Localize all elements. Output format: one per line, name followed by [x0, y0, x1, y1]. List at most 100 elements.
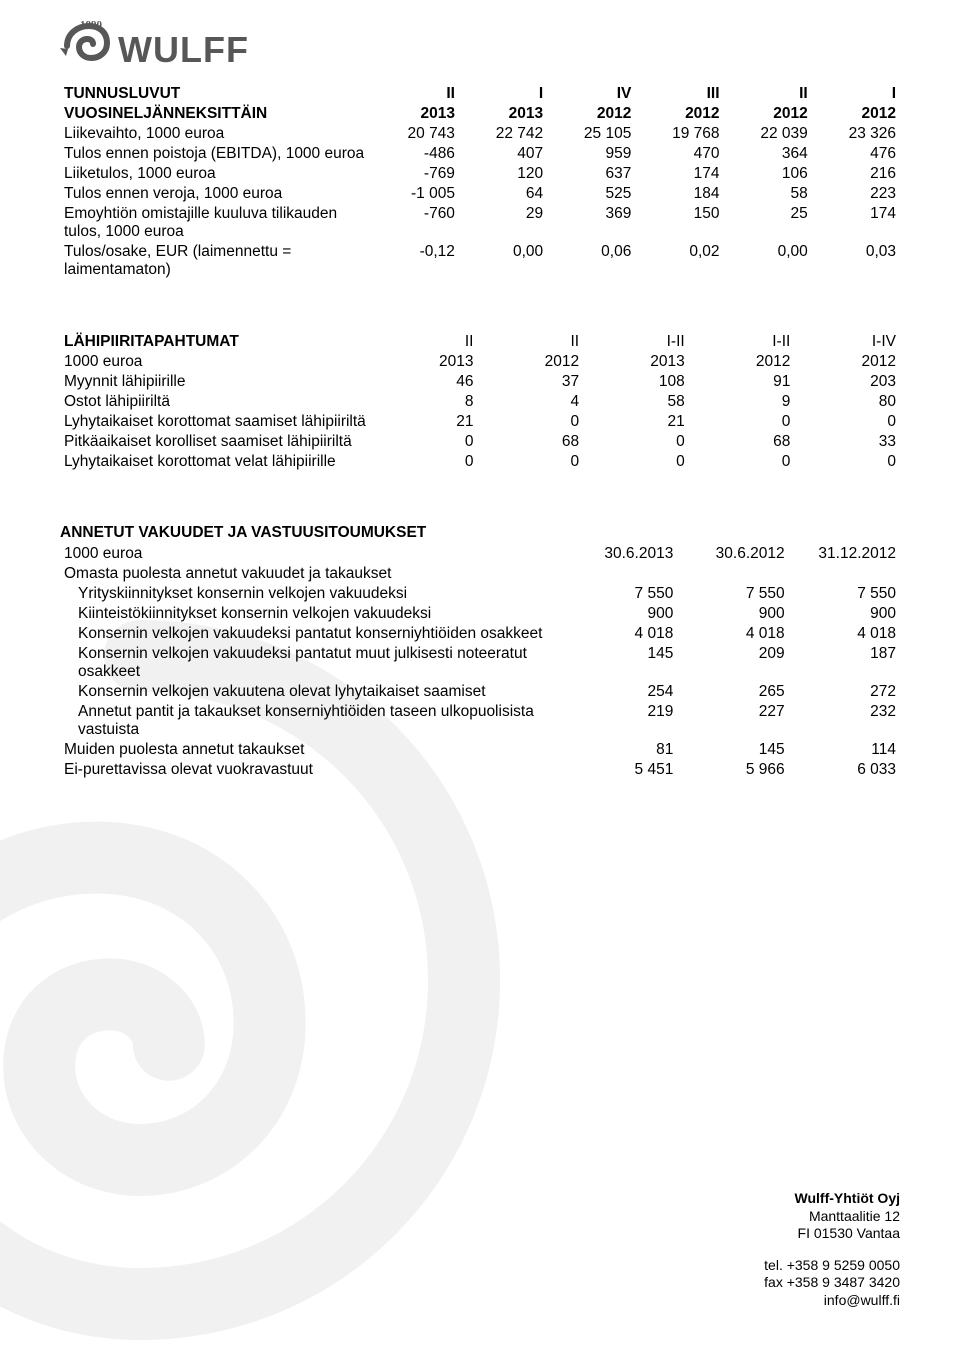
footer-email: info@wulff.fi	[764, 1292, 900, 1310]
table-row: Konsernin velkojen vakuudeksi pantatut k…	[60, 624, 900, 644]
table-row: Kiinteistökiinnitykset konsernin velkoje…	[60, 604, 900, 624]
row-value: 114	[789, 740, 900, 760]
t3-title: ANNETUT VAKUUDET JA VASTUUSITOUMUKSET	[60, 524, 900, 542]
row-value: 0,00	[724, 242, 812, 280]
row-value: 7 550	[789, 584, 900, 604]
row-value: 150	[635, 204, 723, 242]
row-value: 9	[689, 392, 795, 412]
row-value: 4 018	[566, 624, 677, 644]
row-value: 68	[689, 432, 795, 452]
table-row: Konsernin velkojen vakuudeksi pantatut m…	[60, 644, 900, 682]
table-row: Tulos ennen veroja, 1000 euroa-1 0056452…	[60, 184, 900, 204]
footer-addr1: Manttaalitie 12	[764, 1208, 900, 1226]
row-label: Yrityskiinnitykset konsernin velkojen va…	[60, 584, 566, 604]
row-value: 5 966	[677, 760, 788, 780]
row-value: 19 768	[635, 124, 723, 144]
row-value: 184	[635, 184, 723, 204]
row-value: 0	[689, 452, 795, 472]
row-label: Ostot lähipiiriltä	[60, 392, 372, 412]
row-value: 174	[635, 164, 723, 184]
wulff-logo: 1890 WULFF	[60, 18, 900, 74]
row-label: Konsernin velkojen vakuutena olevat lyhy…	[60, 682, 566, 702]
table-row: Annetut pantit ja takaukset konserniyhti…	[60, 702, 900, 740]
page-footer: Wulff-Yhtiöt Oyj Manttaalitie 12 FI 0153…	[764, 1190, 900, 1309]
row-label: Myynnit lähipiirille	[60, 372, 372, 392]
table-row: Tulos/osake, EUR (laimennettu = laimenta…	[60, 242, 900, 280]
row-value: 80	[794, 392, 900, 412]
table-row: Muiden puolesta annetut takaukset8114511…	[60, 740, 900, 760]
t1-h1-label: TUNNUSLUVUT	[60, 84, 371, 104]
row-value: 216	[812, 164, 900, 184]
row-value: 29	[459, 204, 547, 242]
row-value: 4 018	[789, 624, 900, 644]
row-value: 0	[794, 412, 900, 432]
row-value: 64	[459, 184, 547, 204]
row-value: 900	[789, 604, 900, 624]
row-label: Muiden puolesta annetut takaukset	[60, 740, 566, 760]
row-value: 4	[477, 392, 583, 412]
row-label: Konsernin velkojen vakuudeksi pantatut m…	[60, 644, 566, 682]
row-value: 7 550	[677, 584, 788, 604]
row-value: 407	[459, 144, 547, 164]
row-value: 46	[372, 372, 478, 392]
row-value: 272	[789, 682, 900, 702]
footer-fax: fax +358 9 3487 3420	[764, 1274, 900, 1292]
row-value: -769	[371, 164, 459, 184]
row-value: 145	[677, 740, 788, 760]
row-value: 254	[566, 682, 677, 702]
row-value: 637	[547, 164, 635, 184]
row-value: 525	[547, 184, 635, 204]
table-row: Yrityskiinnitykset konsernin velkojen va…	[60, 584, 900, 604]
t2-head-row2: 1000 euroa 2013 2012 2013 2012 2012	[60, 352, 900, 372]
row-value: 0	[477, 412, 583, 432]
row-value: 37	[477, 372, 583, 392]
row-value: 227	[677, 702, 788, 740]
row-value: 108	[583, 372, 689, 392]
table-row: Lyhytaikaiset korottomat velat lähipiiri…	[60, 452, 900, 472]
row-value: 23 326	[812, 124, 900, 144]
row-value: 0	[372, 452, 478, 472]
row-label: Tulos/osake, EUR (laimennettu = laimenta…	[60, 242, 371, 280]
svg-text:WULFF: WULFF	[118, 29, 249, 70]
row-value: 364	[724, 144, 812, 164]
row-value: 174	[812, 204, 900, 242]
footer-tel: tel. +358 9 5259 0050	[764, 1257, 900, 1275]
row-value: 369	[547, 204, 635, 242]
row-value: 265	[677, 682, 788, 702]
row-value: 203	[794, 372, 900, 392]
row-value: 7 550	[566, 584, 677, 604]
table-row: Konsernin velkojen vakuutena olevat lyhy…	[60, 682, 900, 702]
row-value: 6 033	[789, 760, 900, 780]
row-value: 187	[789, 644, 900, 682]
row-label: Lyhytaikaiset korottomat saamiset lähipi…	[60, 412, 372, 432]
row-value: 470	[635, 144, 723, 164]
row-value: -1 005	[371, 184, 459, 204]
vakuudet-table: 1000 euroa 30.6.2013 30.6.2012 31.12.201…	[60, 544, 900, 780]
row-label: Konsernin velkojen vakuudeksi pantatut k…	[60, 624, 566, 644]
row-value: -486	[371, 144, 459, 164]
t1-head-row2: VUOSINELJÄNNEKSITTÄIN 2013 2013 2012 201…	[60, 104, 900, 124]
row-value: 209	[677, 644, 788, 682]
row-value: 0,03	[812, 242, 900, 280]
row-value: 68	[477, 432, 583, 452]
row-value: 91	[689, 372, 795, 392]
table-row: Emoyhtiön omistajille kuuluva tilikauden…	[60, 204, 900, 242]
row-value: 0	[689, 412, 795, 432]
table-row: Liiketulos, 1000 euroa-76912063717410621…	[60, 164, 900, 184]
row-value: 900	[566, 604, 677, 624]
row-value: 20 743	[371, 124, 459, 144]
table-row: Myynnit lähipiirille463710891203	[60, 372, 900, 392]
row-value: 959	[547, 144, 635, 164]
table-row: Pitkäaikaiset korolliset saamiset lähipi…	[60, 432, 900, 452]
row-value: 0,00	[459, 242, 547, 280]
table-row: Tulos ennen poistoja (EBITDA), 1000 euro…	[60, 144, 900, 164]
row-label: Kiinteistökiinnitykset konsernin velkoje…	[60, 604, 566, 624]
row-value: 106	[724, 164, 812, 184]
row-label: Annetut pantit ja takaukset konserniyhti…	[60, 702, 566, 740]
row-value: 120	[459, 164, 547, 184]
table-row: Liikevaihto, 1000 euroa20 74322 74225 10…	[60, 124, 900, 144]
row-value: 58	[583, 392, 689, 412]
row-value: 21	[583, 412, 689, 432]
row-value: 219	[566, 702, 677, 740]
row-value: 33	[794, 432, 900, 452]
